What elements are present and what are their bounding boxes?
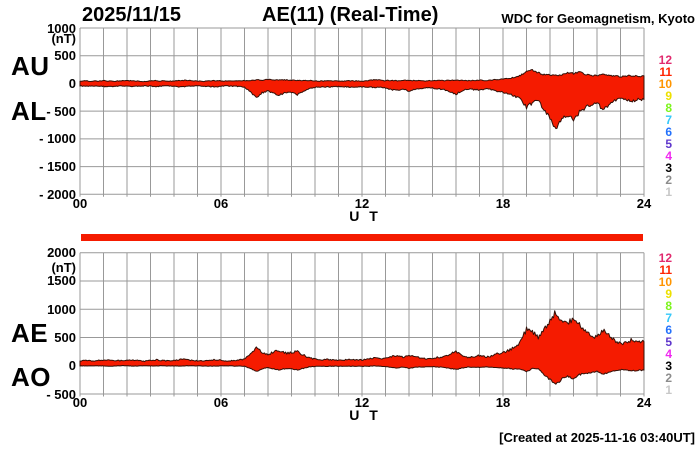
station-count-label: 6: [665, 322, 672, 337]
x-tick-label: 06: [213, 395, 229, 410]
index-label-al: AL: [11, 96, 47, 126]
series-band-ae-ao: [79, 310, 645, 385]
x-tick-label: 00: [72, 196, 88, 211]
x-tick-label: 12: [354, 395, 370, 410]
y-tick-label: 1500: [47, 273, 76, 289]
station-count-label: 1: [665, 185, 672, 200]
y-tick-label: - 2000: [39, 186, 76, 202]
x-tick-label: 18: [495, 395, 511, 410]
station-count-label: 8: [665, 100, 672, 115]
station-count-label: 12: [658, 250, 672, 265]
unit-label-bottom: (nT): [51, 260, 76, 275]
y-tick-label: 1000: [47, 301, 76, 317]
station-count-label: 10: [658, 76, 672, 91]
station-count-label: 11: [659, 64, 672, 79]
y-tick-label: 500: [54, 329, 76, 345]
station-count-label: 5: [665, 136, 672, 151]
station-count-label: 2: [665, 371, 672, 386]
station-count-label: 10: [658, 274, 672, 289]
station-count-label: 5: [665, 335, 672, 349]
x-tick-label: 06: [213, 196, 229, 211]
x-axis-title-bottom: U T: [349, 407, 381, 423]
y-tick-label: 2000: [47, 245, 76, 261]
y-tick-label: 0: [68, 75, 76, 91]
data-availability-bar: [81, 234, 643, 241]
station-count-label: 11: [659, 262, 672, 277]
station-count-label: 9: [665, 88, 672, 103]
station-count-label: 2: [665, 173, 672, 187]
plot-date: 2025/11/15: [82, 4, 181, 26]
unit-label-top: (nT): [51, 31, 76, 46]
created-timestamp: [Created at 2025-11-16 03:40UT]: [499, 430, 695, 445]
y-tick-label: 1000: [47, 20, 76, 36]
x-tick-label: 12: [354, 196, 370, 211]
y-tick-label: 0: [68, 358, 76, 374]
y-tick-label: - 1000: [39, 131, 76, 147]
x-tick-label: 24: [636, 196, 652, 211]
station-count-label: 3: [665, 160, 672, 175]
x-tick-label: 00: [72, 395, 88, 410]
index-label-ae: AE: [11, 318, 49, 348]
station-count-label: 8: [665, 298, 672, 313]
x-tick-label: 24: [636, 395, 652, 410]
x-tick-label: 18: [495, 196, 511, 211]
station-count-label: 7: [665, 310, 672, 325]
station-count-label: 9: [665, 286, 672, 301]
station-count-label: 4: [665, 148, 672, 163]
index-label-au: AU: [11, 51, 50, 81]
station-count-label: 12: [658, 52, 672, 67]
x-axis-title-top: U T: [349, 208, 381, 224]
plot-title: AE(11) (Real-Time): [262, 4, 439, 26]
y-tick-label: - 500: [46, 386, 76, 402]
index-label-ao: AO: [11, 362, 51, 392]
y-tick-label: 500: [54, 48, 76, 64]
station-count-label: 6: [665, 124, 672, 139]
y-tick-label: - 500: [46, 103, 76, 119]
station-count-label: 1: [665, 383, 672, 398]
station-count-label: 3: [665, 359, 672, 374]
station-count-label: 7: [665, 112, 672, 127]
y-tick-label: - 1500: [39, 159, 76, 175]
station-count-label: 4: [665, 347, 672, 362]
series-band-au-al: [79, 69, 645, 130]
data-source: WDC for Geomagnetism, Kyoto: [501, 11, 695, 26]
